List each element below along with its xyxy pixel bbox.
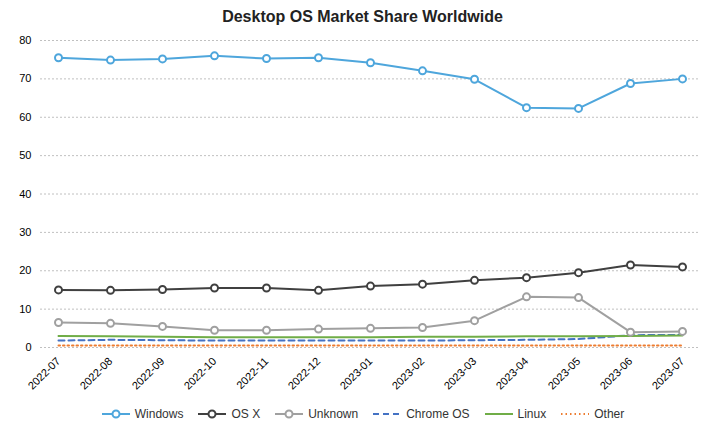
html-text:Windows: Windows — [134, 407, 184, 421]
svg-text:60: 60 — [19, 111, 31, 123]
svg-text:2022-08: 2022-08 — [77, 355, 114, 392]
svg-text:80: 80 — [19, 34, 31, 46]
html-text:Chrome OS: Chrome OS — [406, 407, 470, 421]
svg-text:2023-03: 2023-03 — [441, 355, 478, 392]
svg-text:2022-07: 2022-07 — [25, 355, 62, 392]
svg-text:2022-09: 2022-09 — [129, 355, 166, 392]
html-text:Linux: Linux — [517, 407, 547, 421]
svg-text:2023-07: 2023-07 — [649, 355, 686, 392]
svg-text:2023-01: 2023-01 — [337, 355, 374, 392]
svg-text:50: 50 — [19, 149, 31, 161]
svg-text:2022-12: 2022-12 — [285, 355, 322, 392]
html-text:Unknown: Unknown — [308, 407, 359, 421]
svg-text:2023-04: 2023-04 — [493, 355, 530, 392]
svg-text:2022-11: 2022-11 — [234, 355, 270, 391]
svg-text:2022-10: 2022-10 — [181, 355, 218, 392]
svg-text:30: 30 — [19, 226, 31, 238]
svg-text:2023-02: 2023-02 — [389, 355, 426, 392]
svg-text:0: 0 — [25, 341, 31, 353]
html-text:Desktop OS Market Share Worldw: Desktop OS Market Share Worldwide — [222, 8, 503, 25]
html-text:Other: Other — [594, 407, 625, 421]
html-text:OS X: OS X — [231, 407, 261, 421]
svg-text:2023-06: 2023-06 — [597, 355, 634, 392]
svg-text:20: 20 — [19, 264, 31, 276]
svg-text:10: 10 — [19, 303, 31, 315]
svg-text:70: 70 — [19, 72, 31, 84]
svg-text:40: 40 — [19, 188, 31, 200]
svg-text:2023-05: 2023-05 — [545, 355, 582, 392]
